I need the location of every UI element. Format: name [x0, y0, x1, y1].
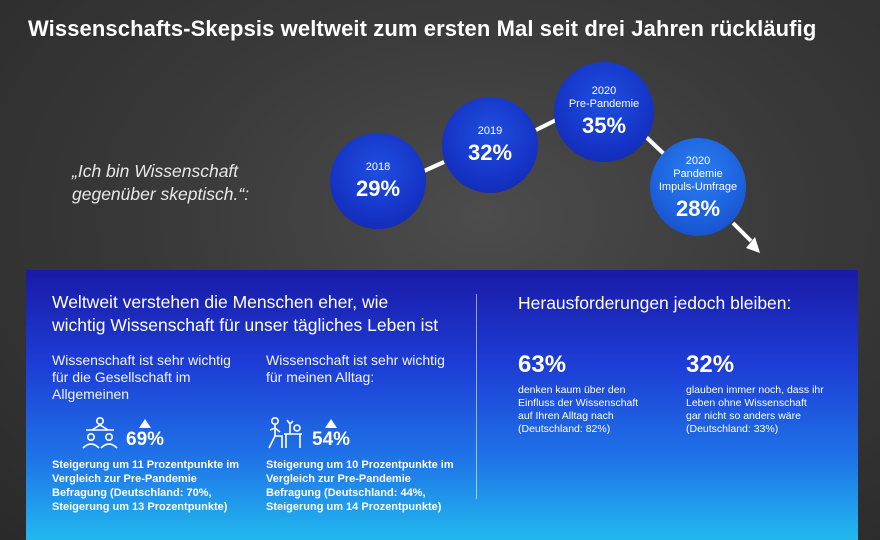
quote-line-1: „Ich bin Wissenschaft: [72, 161, 239, 181]
bubble-2020-pandemic: 2020 Pandemie Impuls-Umfrage 28%: [650, 138, 746, 236]
bubble-label: 2020 Pandemie Impuls-Umfrage: [658, 154, 738, 193]
panel-divider: [476, 294, 477, 499]
bubble-label: 2020 Pre-Pandemie: [568, 85, 640, 110]
page-title: Wissenschafts-Skepsis weltweit zum erste…: [28, 16, 817, 41]
person-at-desk-icon: [268, 416, 302, 449]
quote-line-2: gegenüber skeptisch.“:: [72, 184, 250, 204]
col1-subtitle-line: Allgemeinen: [52, 386, 130, 402]
col2-stat: 54%: [266, 416, 350, 450]
left-heading: Weltweit verstehen die Menschen eher, wi…: [52, 291, 438, 337]
col2-note-line: Steigerung um 14 Prozentpunkte): [266, 501, 442, 513]
col2-note: Steigerung um 10 Prozentpunkte im Vergle…: [266, 458, 454, 514]
connector-2019-2020: [535, 118, 557, 132]
right1-text-line: (Deutschland: 82%): [518, 423, 611, 435]
quote: „Ich bin Wissenschaft gegenüber skeptisc…: [72, 160, 249, 206]
right2-text-line: glauben immer noch, dass ihr: [686, 384, 824, 396]
right2-text-line: Leben ohne Wissenschaft: [686, 397, 807, 409]
up-triangle-icon: [325, 419, 338, 428]
col1-note-line: Steigerung um 11 Prozentpunkte im: [52, 459, 240, 471]
col1-note-line: Befragung (Deutschland: 70%,: [52, 487, 212, 499]
right2-value: 32%: [686, 351, 735, 378]
right-heading: Herausforderungen jedoch bleiben:: [518, 293, 792, 313]
right1-text-line: auf Ihren Alltag nach: [518, 410, 614, 422]
right1-text-line: Einfluss der Wissenschaft: [518, 397, 639, 409]
connector-2020-pandemic: [642, 133, 666, 156]
bubble-value: 32%: [467, 139, 513, 165]
right1-value: 63%: [518, 351, 567, 378]
bubble-value: 35%: [581, 113, 627, 138]
col1-stat: 69%: [80, 416, 164, 450]
people-at-table-icon: [82, 416, 118, 449]
col2-subtitle-line: für meinen Alltag:: [266, 369, 375, 385]
increase-indicator: 54%: [312, 419, 350, 450]
bubble-value: 29%: [355, 175, 401, 201]
trend-arrow-line: [731, 221, 753, 243]
right2-text-line: gar nicht so anders wäre: [686, 410, 801, 422]
col1-note: Steigerung um 11 Prozentpunkte im Vergle…: [52, 458, 239, 514]
col2-note-line: Befragung (Deutschland: 44%,: [266, 487, 426, 499]
col1-subtitle-line: Wissenschaft ist sehr wichtig: [52, 352, 231, 368]
right1-text-line: denken kaum über den: [518, 384, 626, 396]
trend-arrow-head: [746, 237, 760, 253]
col1-subtitle: Wissenschaft ist sehr wichtig für die Ge…: [52, 352, 231, 403]
right2-text-line: (Deutschland: 33%): [686, 423, 779, 435]
col2-value: 54%: [312, 429, 351, 450]
left-heading-line: wichtig Wissenschaft für unser tägliches…: [52, 315, 439, 335]
right1-text: denken kaum über den Einfluss der Wissen…: [518, 384, 638, 436]
col2-subtitle-line: Wissenschaft ist sehr wichtig: [266, 352, 445, 368]
bubble-2019: 2019 32%: [442, 97, 538, 193]
increase-indicator: 69%: [126, 419, 164, 450]
bubble-label: 2019: [477, 124, 503, 137]
col1-note-line: Vergleich zur Pre-Pandemie: [52, 473, 197, 485]
col1-value: 69%: [126, 429, 165, 450]
bubble-2018: 2018 29%: [330, 133, 426, 229]
col2-subtitle: Wissenschaft ist sehr wichtig für meinen…: [266, 352, 445, 386]
bubble-label: 2018: [365, 160, 391, 173]
col2-note-line: Vergleich zur Pre-Pandemie: [266, 473, 411, 485]
left-heading-line: Weltweit verstehen die Menschen eher, wi…: [52, 292, 389, 312]
connector-2018-2019: [423, 160, 445, 173]
col2-note-line: Steigerung um 10 Prozentpunkte im: [266, 459, 454, 471]
bubble-value: 28%: [675, 195, 721, 221]
info-panel: [26, 270, 858, 540]
col1-subtitle-line: für die Gesellschaft im: [52, 369, 191, 385]
bubble-2020-pre-pandemic: 2020 Pre-Pandemie 35%: [554, 62, 654, 162]
col1-note-line: Steigerung um 13 Prozentpunkte): [52, 501, 228, 513]
right2-text: glauben immer noch, dass ihr Leben ohne …: [686, 384, 824, 436]
up-triangle-icon: [139, 419, 152, 428]
